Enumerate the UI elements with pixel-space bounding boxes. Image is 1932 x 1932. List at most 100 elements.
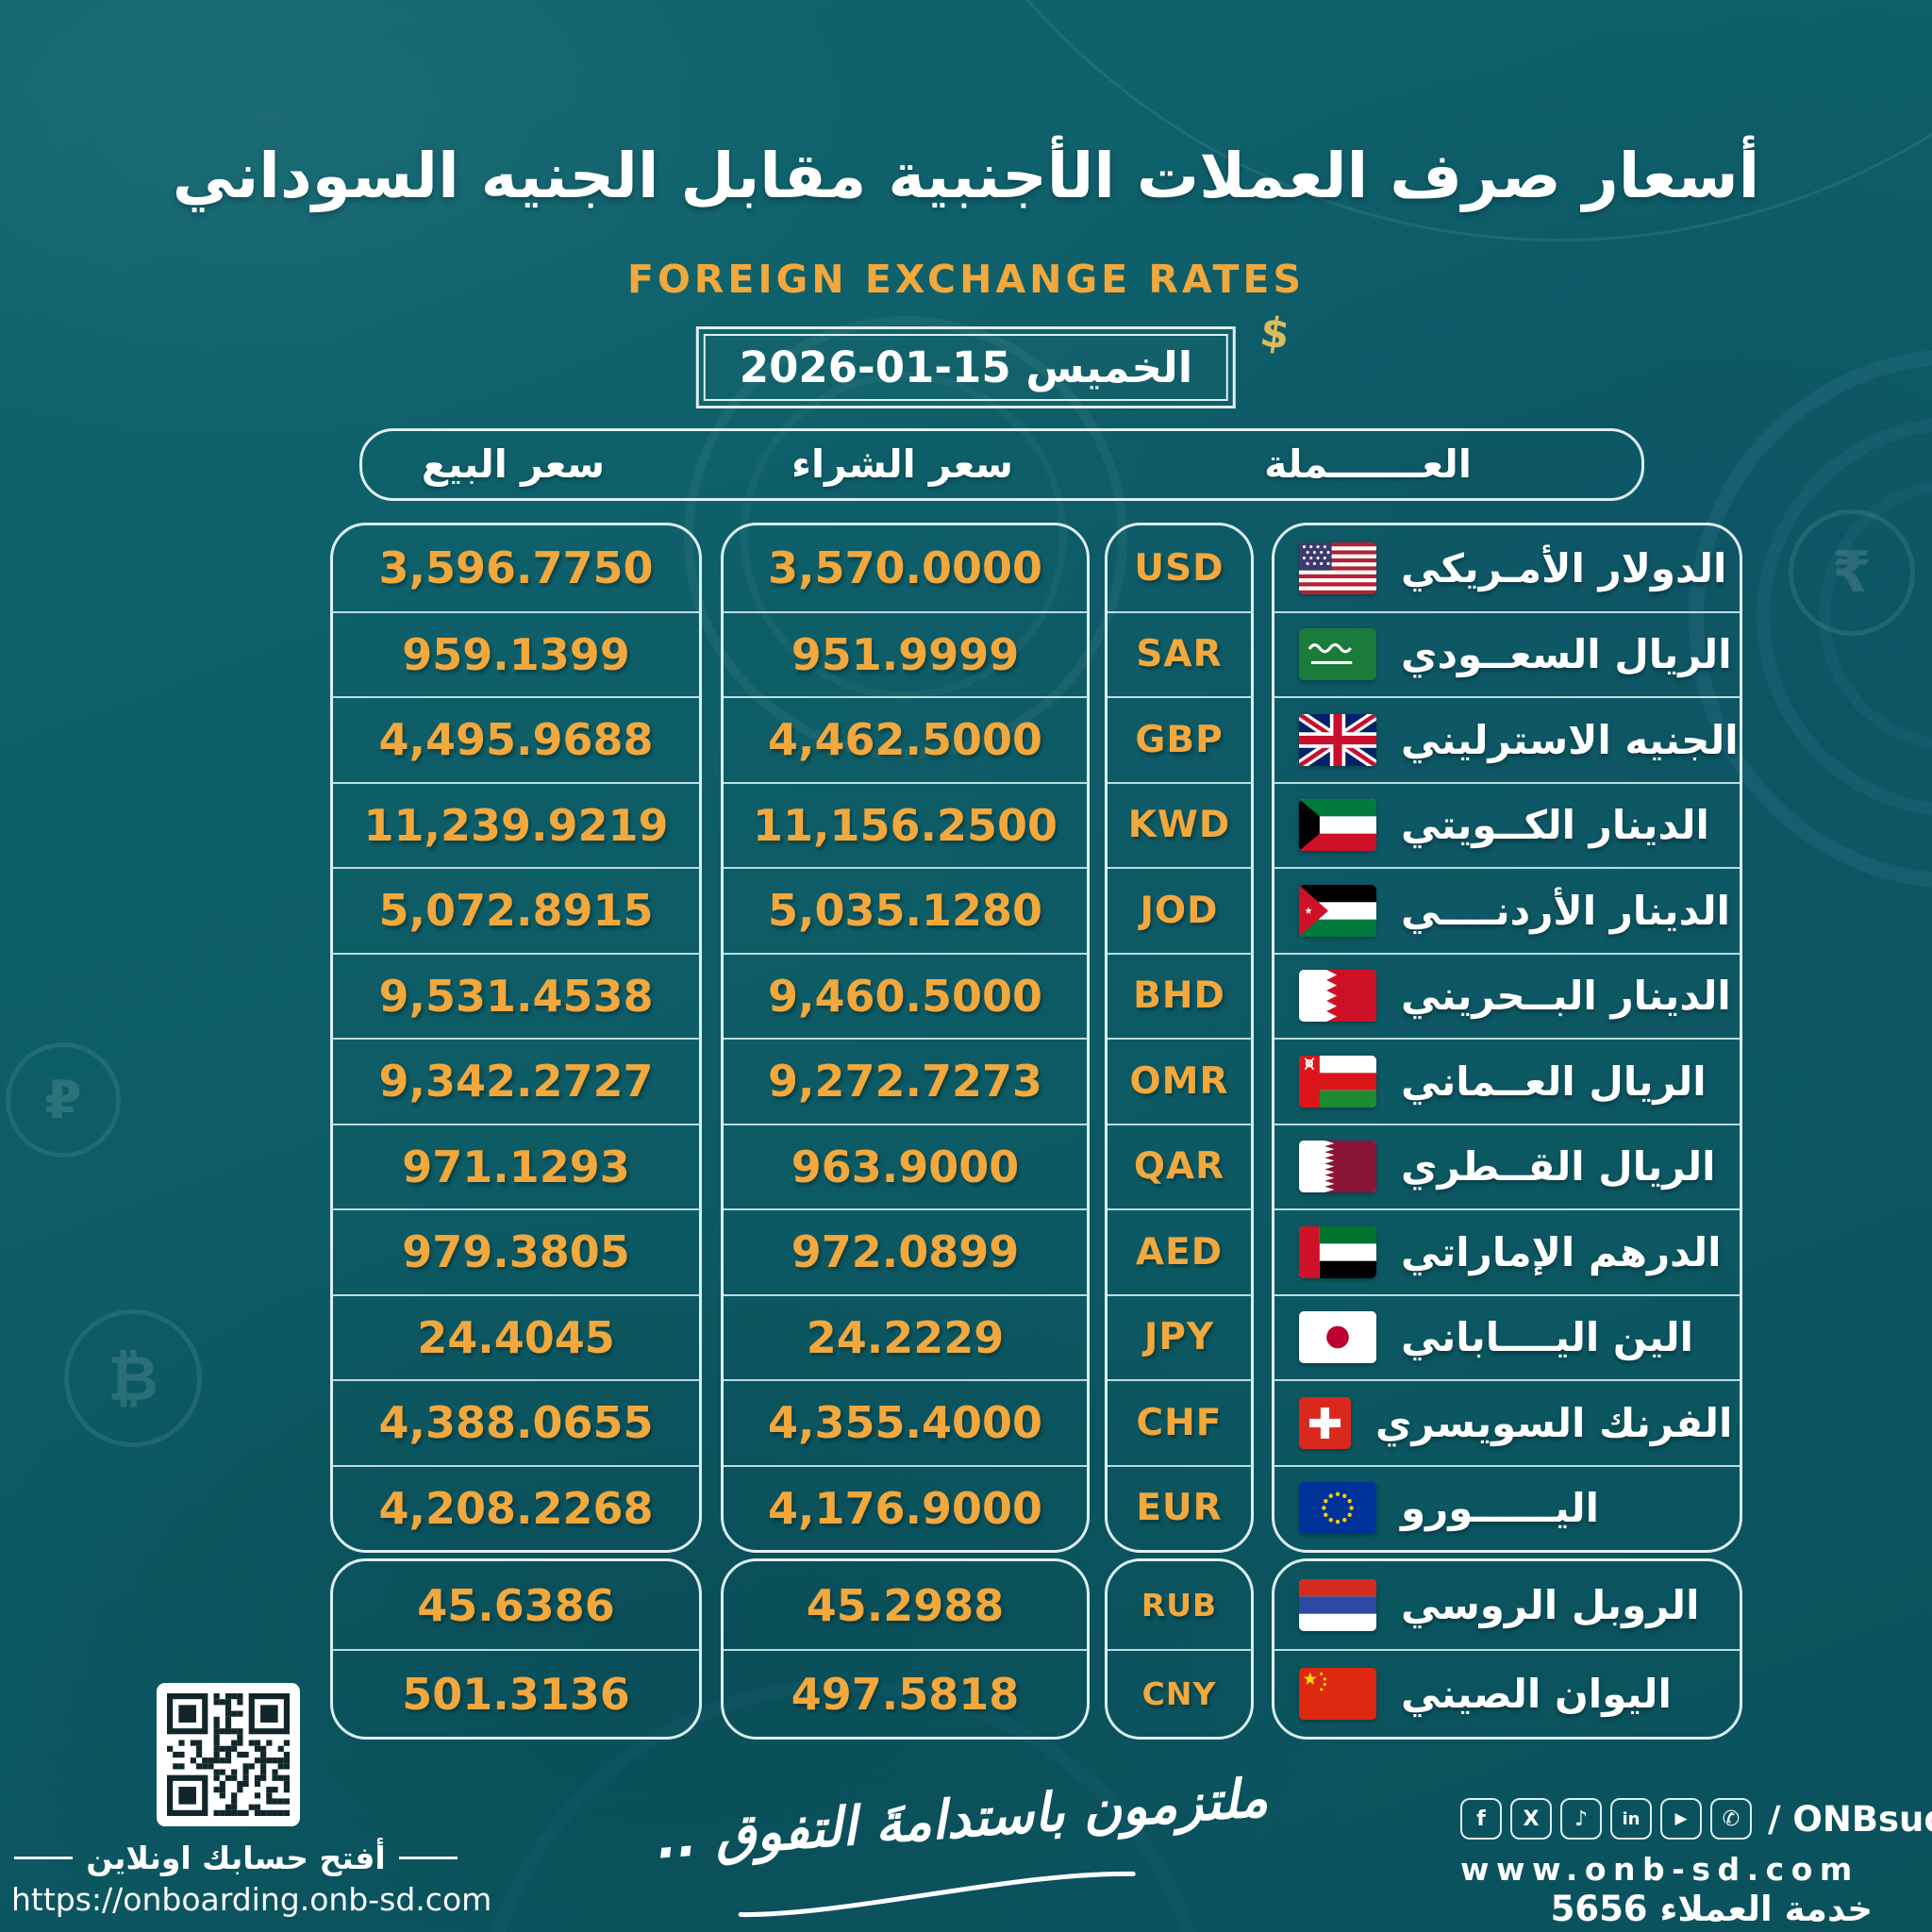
buy-price-value: 3,570.0000	[767, 542, 1042, 594]
currency-code-cell: RUB	[1108, 1561, 1251, 1649]
page-subtitle: FOREIGN EXCHANGE RATES	[626, 257, 1306, 302]
currency-name-cell: الروبل الروسي	[1274, 1561, 1740, 1649]
facebook-icon[interactable]: f	[1460, 1798, 1502, 1840]
buy-price-value: 972.0899	[791, 1226, 1020, 1278]
currency-name: الريال العــماني	[1401, 1058, 1707, 1105]
buy-price-cell: 497.5818	[724, 1649, 1087, 1737]
buy-price-value: 4,355.4000	[767, 1397, 1042, 1449]
qa-flag-icon	[1299, 1141, 1376, 1193]
linkedin-icon[interactable]: in	[1610, 1798, 1652, 1840]
currency-name: اليوان الصيني	[1401, 1671, 1672, 1717]
currency-name-cell: الدينار الأردنــــي	[1274, 867, 1740, 953]
currency-code-cell: EUR	[1108, 1464, 1251, 1551]
buy-price-value: 11,156.2500	[752, 799, 1058, 851]
currency-name-cell: الريال القــطري	[1274, 1123, 1740, 1209]
currency-code: AED	[1135, 1230, 1224, 1274]
currency-name: الدينار الكــويتي	[1401, 802, 1709, 849]
x-icon[interactable]: X	[1510, 1798, 1552, 1840]
qr-code-image	[167, 1693, 290, 1816]
currency-name-cell: اليــــــورو	[1274, 1464, 1740, 1551]
currency-code: OMR	[1129, 1059, 1229, 1103]
sell-price-value: 4,208.2268	[378, 1482, 654, 1534]
sell-price-value: 24.4045	[417, 1311, 615, 1363]
kw-flag-icon	[1299, 799, 1376, 852]
divider-line	[398, 1857, 458, 1859]
buy-price-value: 963.9000	[791, 1141, 1020, 1192]
slogan-calligraphy: ملتزمون باستدامةَ التفوق ..	[654, 1767, 1271, 1872]
qr-code	[157, 1683, 300, 1826]
ch-flag-icon	[1299, 1396, 1351, 1449]
buy-price-value: 24.2229	[806, 1311, 1005, 1363]
gb-flag-icon	[1299, 713, 1376, 766]
jp-flag-icon	[1299, 1311, 1376, 1364]
ru-flag-icon	[1299, 1579, 1376, 1631]
currency-name-column-extra: الروبل الروسي اليوان الصيني	[1272, 1558, 1742, 1740]
currency-code-column: USD SAR GBP KWD JOD BHD OMR QAR AED JPY CHF EUR	[1105, 523, 1254, 1553]
rupee-watermark-icon: ₹	[1789, 509, 1915, 636]
sell-price-value: 501.3136	[402, 1668, 630, 1720]
date-text: الخميس 15-01-2026	[703, 334, 1229, 401]
buy-price-cell: 24.2229	[724, 1293, 1087, 1380]
currency-name-cell: الدينار الكــويتي	[1274, 781, 1740, 868]
sell-price-cell: 4,208.2268	[333, 1464, 699, 1551]
sell-price-value: 45.6386	[417, 1579, 615, 1631]
jo-flag-icon	[1299, 884, 1376, 937]
currency-code: SAR	[1136, 633, 1223, 676]
sell-price-cell: 501.3136	[333, 1649, 699, 1737]
buy-price-value: 951.9999	[791, 628, 1020, 680]
buy-price-cell: 963.9000	[724, 1123, 1087, 1209]
sell-price-cell: 971.1293	[333, 1123, 699, 1209]
currency-name: الدينار الأردنــــي	[1401, 887, 1731, 934]
currency-code: JOD	[1140, 889, 1219, 932]
onboarding-url-link[interactable]: https://onboarding.onb-sd.com	[11, 1881, 492, 1918]
sell-price-value: 971.1293	[402, 1141, 630, 1192]
sell-price-column-extra: 45.6386 501.3136	[330, 1558, 702, 1740]
website-link[interactable]: www.onb-sd.com	[1460, 1851, 1859, 1888]
sell-price-column: 3,596.7750 959.1399 4,495.9688 11,239.9219 5…	[330, 523, 702, 1553]
buy-price-cell: 9,272.7273	[724, 1038, 1087, 1124]
slogan-underline-flourish	[738, 1871, 1136, 1918]
sell-price-cell: 24.4045	[333, 1293, 699, 1380]
currency-code-cell: CNY	[1108, 1649, 1251, 1737]
buy-price-value: 9,460.5000	[767, 970, 1042, 1022]
currency-name: الريال السعــودي	[1401, 631, 1732, 678]
currency-name: الفرنك السويسري	[1375, 1399, 1733, 1446]
currency-code-cell: JPY	[1108, 1293, 1251, 1380]
currency-code: CHF	[1136, 1401, 1223, 1444]
sa-flag-icon	[1299, 628, 1376, 681]
currency-name: اليــــــورو	[1401, 1485, 1600, 1532]
decorative-ring	[1757, 417, 1932, 817]
sell-price-value: 979.3805	[402, 1226, 630, 1278]
whatsapp-icon[interactable]: ✆	[1710, 1798, 1752, 1840]
social-icons-row: f X ♪ in ▶ ✆ / ONBsudan	[1460, 1798, 1932, 1840]
dollar-watermark-icon: $	[1257, 308, 1293, 359]
currency-name-column: الدولار الأمـريكي الريال السعــودي الجنيه …	[1272, 523, 1742, 1553]
sell-price-cell: 9,531.4538	[333, 952, 699, 1039]
sell-price-cell: 11,239.9219	[333, 781, 699, 868]
tiktok-icon[interactable]: ♪	[1560, 1798, 1602, 1840]
currency-name: الريال القــطري	[1401, 1143, 1716, 1191]
currency-code: KWD	[1127, 804, 1231, 847]
buy-price-cell: 4,176.9000	[724, 1464, 1087, 1551]
currency-name: الدينار البــحريني	[1401, 973, 1731, 1020]
youtube-icon[interactable]: ▶	[1660, 1798, 1702, 1840]
buy-price-column: 3,570.0000 951.9999 4,462.5000 11,156.2500 5…	[721, 523, 1090, 1553]
currency-name-cell: الفرنك السويسري	[1274, 1379, 1740, 1465]
sell-price-value: 5,072.8915	[378, 885, 654, 937]
currency-name-cell: الريال السعــودي	[1274, 610, 1740, 697]
eu-flag-icon	[1299, 1482, 1376, 1535]
currency-code-cell: QAR	[1108, 1123, 1251, 1209]
om-flag-icon	[1299, 1055, 1376, 1108]
decorative-ring	[1819, 479, 1932, 751]
currency-code: QAR	[1133, 1145, 1225, 1189]
currency-name-cell: الدولار الأمـريكي	[1274, 525, 1740, 611]
currency-name-cell: الجنيه الاسترليني	[1274, 696, 1740, 782]
sell-price-cell: 3,596.7750	[333, 525, 699, 611]
buy-price-cell: 3,570.0000	[724, 525, 1087, 611]
sell-price-cell: 5,072.8915	[333, 867, 699, 953]
buy-price-value: 4,176.9000	[767, 1482, 1042, 1534]
buy-price-value: 45.2988	[806, 1579, 1005, 1631]
currency-name: الجنيه الاسترليني	[1401, 716, 1739, 763]
currency-code: CNY	[1141, 1675, 1217, 1712]
currency-name: الدرهم الإماراتي	[1401, 1228, 1722, 1275]
